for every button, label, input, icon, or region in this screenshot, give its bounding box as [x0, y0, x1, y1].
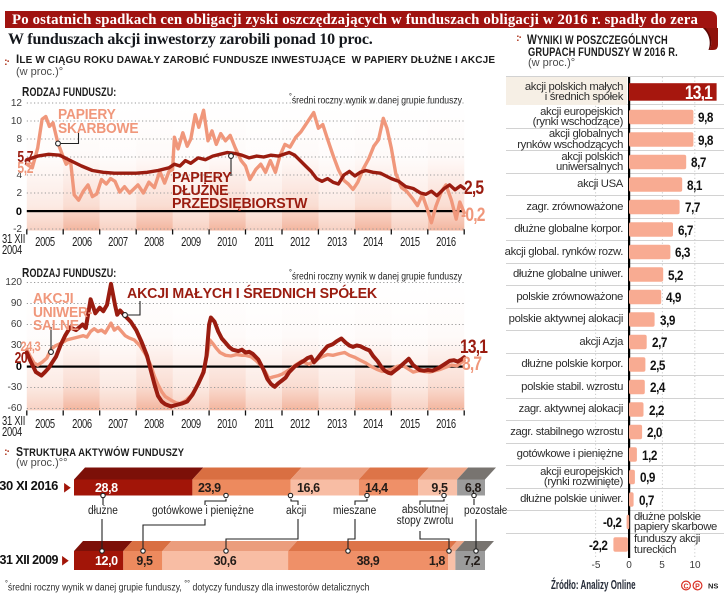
svg-text:C: C — [683, 583, 688, 590]
svg-text:P: P — [695, 583, 700, 590]
svg-text:NS: NS — [708, 582, 718, 591]
